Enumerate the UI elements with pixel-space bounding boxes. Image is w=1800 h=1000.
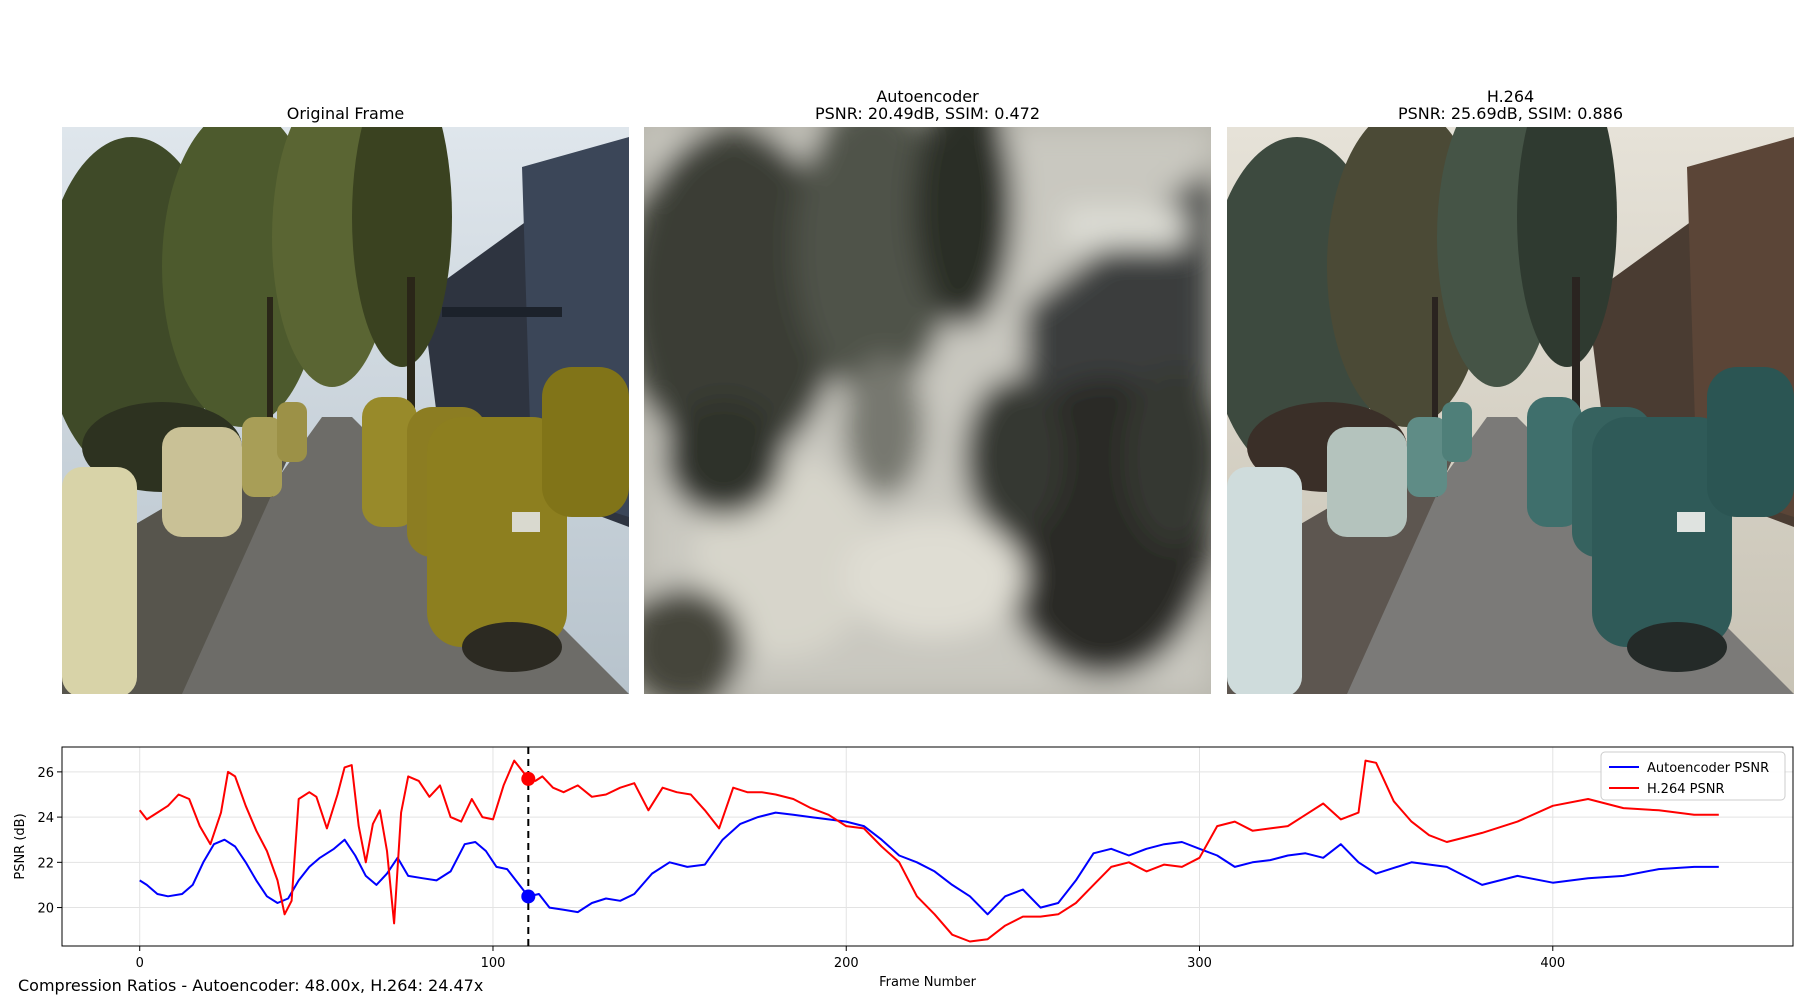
- x-axis-label: Frame Number: [879, 975, 977, 990]
- legend-label: H.264 PSNR: [1647, 782, 1724, 797]
- legend-box: [1600, 751, 1786, 801]
- y-axis-label: PSNR (dB): [13, 813, 28, 879]
- series-line-h-264-psnr: [138, 759, 1719, 943]
- plot-frame: [61, 746, 1794, 947]
- y-tick-label: 20: [37, 902, 54, 917]
- x-tick-label: 300: [1187, 956, 1212, 971]
- current-point-autoencoder-psnr: [521, 889, 536, 904]
- legend-label: Autoencoder PSNR: [1647, 761, 1769, 776]
- x-tick-label: 400: [1540, 956, 1565, 971]
- h264-metrics: PSNR: 25.69dB, SSIM: 0.886: [1397, 104, 1624, 123]
- h264-frame-image: [1227, 127, 1794, 694]
- x-tick-label: 200: [834, 956, 859, 971]
- autoencoder-frame-image: [644, 127, 1211, 694]
- y-tick-label: 24: [37, 811, 54, 826]
- compression-ratios-text: Compression Ratios - Autoencoder: 48.00x…: [18, 976, 484, 995]
- y-tick-label: 22: [37, 856, 54, 871]
- x-tick-label: 100: [481, 956, 506, 971]
- autoencoder-metrics: PSNR: 20.49dB, SSIM: 0.472: [814, 104, 1041, 123]
- autoencoder-title: Autoencoder: [876, 87, 979, 106]
- original-frame-title: Original Frame: [286, 104, 405, 123]
- original-frame-image: [62, 127, 629, 694]
- series-line-autoencoder-psnr: [139, 811, 1719, 916]
- x-tick-label: 0: [136, 956, 144, 971]
- h264-title: H.264: [1486, 87, 1535, 106]
- current-point-h-264-psnr: [521, 771, 536, 786]
- y-tick-label: 26: [37, 766, 54, 781]
